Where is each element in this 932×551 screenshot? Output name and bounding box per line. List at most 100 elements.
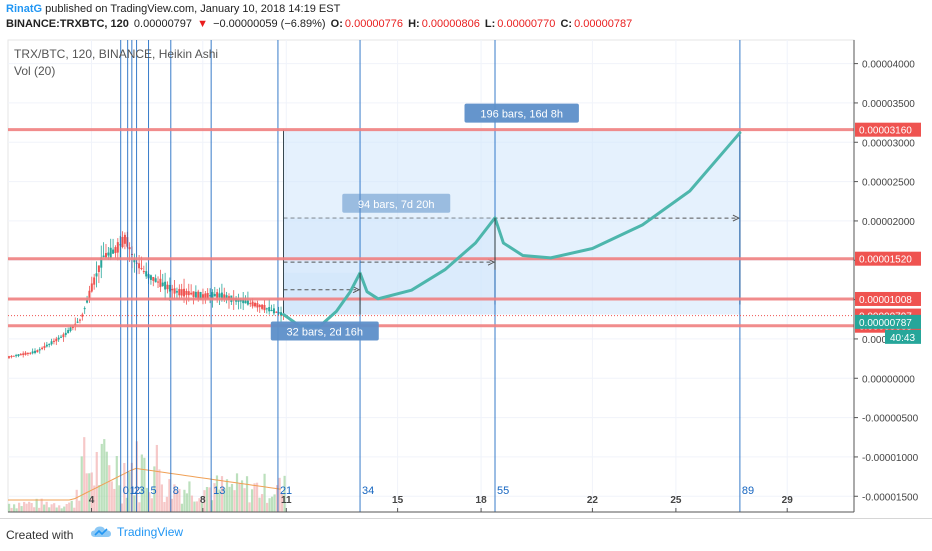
candle-body <box>239 300 242 302</box>
candle-body <box>34 350 37 353</box>
candle-body <box>57 337 60 340</box>
measurement-label: 196 bars, 16d 8h <box>480 109 563 121</box>
volume-bar <box>233 490 236 512</box>
candle-body <box>60 336 63 338</box>
candle-body <box>128 247 131 250</box>
volume-bar <box>250 489 254 512</box>
fib-time-zones: 0123581321345589 <box>120 40 754 512</box>
price-tick-label: -0.00001000 <box>862 453 919 464</box>
publish-line: RinatG published on TradingView.com, Jan… <box>6 3 340 15</box>
candle-body <box>178 288 181 296</box>
measurement-label-box <box>270 321 379 341</box>
candle-body <box>12 355 15 357</box>
low-label: L: <box>484 18 496 30</box>
volume-bar <box>140 454 143 512</box>
candle-body <box>121 236 124 248</box>
level-price-badge: 0.00001520 <box>859 255 912 266</box>
volume-bar <box>48 507 51 512</box>
volume-bar <box>118 485 121 512</box>
volume-bar <box>23 501 26 512</box>
volume-bar <box>248 502 251 512</box>
candle-body <box>168 284 171 292</box>
candle-body <box>175 291 178 293</box>
candle-body <box>152 276 155 281</box>
candle-body <box>197 291 200 299</box>
candle-body <box>244 300 247 304</box>
candle-body <box>149 275 152 280</box>
volume-bar <box>115 455 118 512</box>
measurement-label-box <box>342 193 451 213</box>
fib-time-label: 8 <box>173 485 179 497</box>
volume-bar <box>165 496 168 512</box>
volume-bar <box>68 502 71 512</box>
close-label: C: <box>560 18 573 30</box>
volume-bar <box>148 492 151 512</box>
candle-body <box>112 249 115 254</box>
time-axis: 4 8 11 15 18 22 25 29 <box>8 495 854 513</box>
candle-body <box>52 340 55 342</box>
candle-body <box>261 304 264 309</box>
volume-bar <box>215 475 219 512</box>
volume-bar <box>213 483 216 512</box>
volume-bar <box>80 456 83 512</box>
candle-body <box>102 255 105 258</box>
low-value: 0.00000770 <box>497 18 556 30</box>
candle-body <box>19 354 22 356</box>
candle-body <box>265 308 268 310</box>
candle-body <box>157 281 160 283</box>
candle-body <box>242 299 245 304</box>
volume-bar <box>150 498 153 512</box>
candle-body <box>280 312 283 316</box>
candle-body <box>109 247 112 258</box>
candle-body <box>206 292 209 300</box>
candle-body <box>246 300 249 305</box>
candle-body <box>45 344 48 347</box>
volume-bar <box>245 476 249 512</box>
volume-bar <box>240 480 244 512</box>
chart-legend-title: TRX/BTC, 120, BINANCE, Heikin Ashi <box>14 47 218 61</box>
candle-body <box>142 271 145 273</box>
candle-body <box>277 312 280 314</box>
candle-series <box>8 231 285 360</box>
candle-body <box>78 319 81 321</box>
price-axis: 0.00004000 0.00003500 0.00003000 0.00002500… <box>853 40 919 512</box>
fib-time-label: 55 <box>497 485 509 497</box>
volume-bar <box>270 496 274 512</box>
volume-bar <box>243 488 246 512</box>
volume-bar <box>178 488 181 512</box>
volume-bar <box>210 500 214 512</box>
volume-bar <box>273 494 276 512</box>
created-with-label: Created with <box>6 528 74 542</box>
author-name[interactable]: RinatG <box>6 3 43 15</box>
level-price-badge-box <box>855 251 921 266</box>
fib-time-label: 3 <box>139 485 145 497</box>
volume-bar <box>275 485 279 512</box>
price-tick-label: 0.00000000 <box>862 374 915 385</box>
volume-bar <box>20 506 23 512</box>
volume-bar <box>170 498 173 512</box>
volume-bar <box>83 437 86 512</box>
volume-bar <box>268 498 271 512</box>
volume-bar <box>158 469 161 512</box>
time-tick-label: 15 <box>392 495 404 506</box>
candle-body <box>138 263 141 269</box>
level-price-badge: 0.00003160 <box>859 126 912 137</box>
tradingview-link[interactable]: TradingView <box>90 525 183 539</box>
volume-bar <box>255 482 259 512</box>
volume-bar <box>265 502 269 512</box>
candle-body <box>194 291 197 298</box>
volume-bar <box>220 476 224 512</box>
volume-bar <box>40 498 43 512</box>
candle-body <box>180 289 183 296</box>
candle-body <box>133 258 136 263</box>
volume-bar <box>110 481 113 512</box>
candle-body <box>38 349 41 351</box>
volume-bar <box>108 465 111 512</box>
volume-bar <box>281 493 284 512</box>
candle-body <box>41 347 44 349</box>
volume-bar <box>100 443 103 512</box>
open-label: O: <box>330 18 343 30</box>
candle-body <box>64 332 67 335</box>
volume-bar <box>163 501 166 512</box>
